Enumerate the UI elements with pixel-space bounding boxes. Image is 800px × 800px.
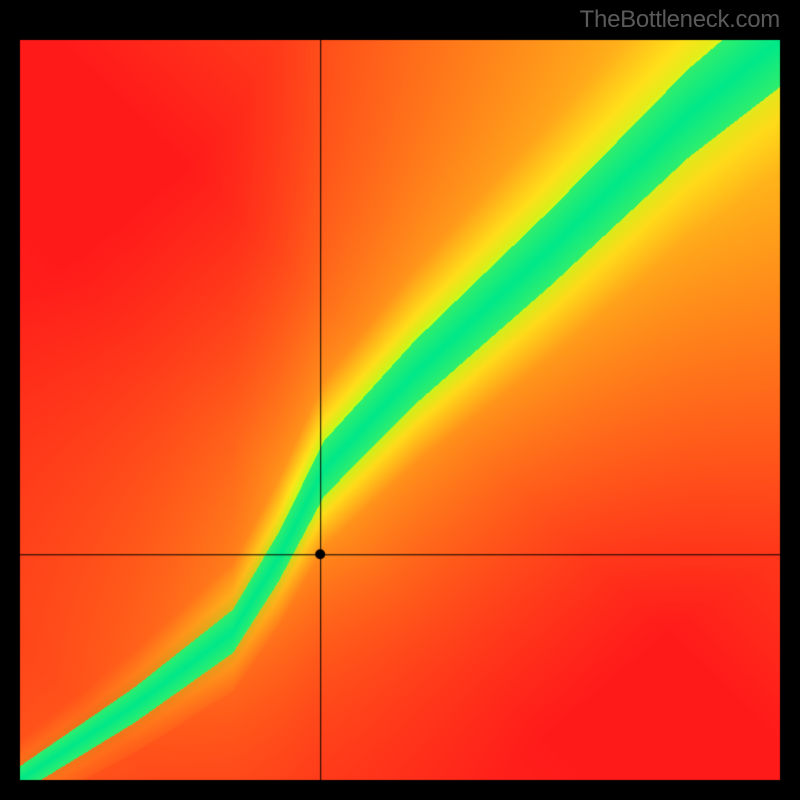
bottleneck-heatmap-canvas — [0, 0, 800, 800]
watermark-text: TheBottleneck.com — [580, 6, 780, 34]
